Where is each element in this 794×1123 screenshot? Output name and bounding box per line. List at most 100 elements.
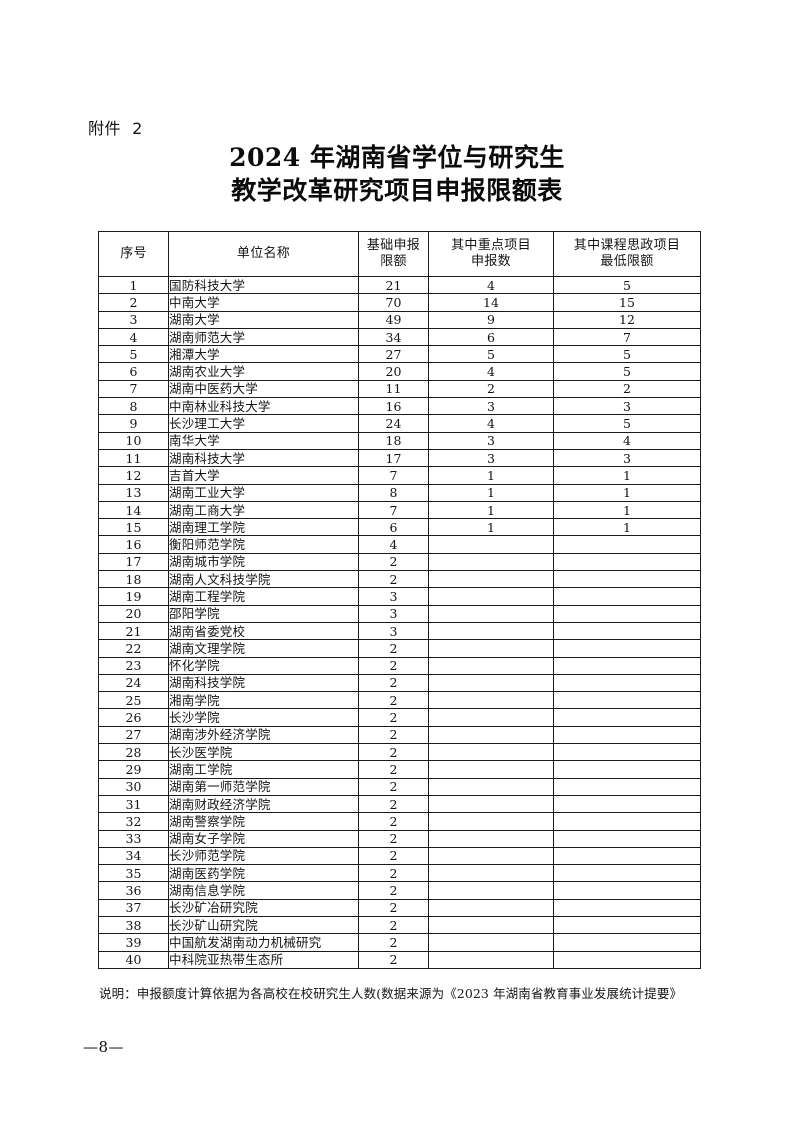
table-row: 3 湖南大学 49 9 12 (98, 310, 701, 329)
table-row: 10 南华大学 18 3 4 (98, 431, 701, 450)
cell-key-project (428, 881, 554, 900)
table-row: 8 中南林业科技大学 16 3 3 (98, 397, 701, 416)
cell-base-quota: 20 (358, 362, 429, 381)
cell-base-quota: 27 (358, 345, 429, 364)
cell-index: 4 (98, 327, 169, 347)
cell-ideology-project: 4 (553, 431, 701, 450)
cell-unit-name: 长沙师范学院 (168, 846, 359, 866)
cell-key-project (428, 760, 554, 779)
cell-key-project: 3 (428, 431, 554, 450)
table-row: 19 湖南工程学院 3 (98, 587, 701, 606)
cell-unit-name: 中科院亚热带生态所 (168, 950, 359, 969)
cell-ideology-project (553, 535, 701, 554)
cell-key-project: 1 (428, 518, 554, 537)
cell-index: 39 (98, 933, 169, 952)
cell-ideology-project (553, 639, 701, 658)
cell-ideology-project: 7 (553, 327, 701, 347)
cell-ideology-project (553, 864, 701, 883)
cell-unit-name: 衡阳师范学院 (168, 535, 359, 554)
cell-ideology-project: 2 (553, 379, 701, 399)
cell-index: 11 (98, 448, 169, 468)
cell-unit-name: 中南大学 (168, 293, 359, 312)
table-row: 37 长沙矿冶研究院 2 (98, 898, 701, 917)
cell-index: 24 (98, 673, 169, 693)
cell-unit-name: 湖南警察学院 (168, 812, 359, 831)
cell-ideology-project (553, 708, 701, 727)
cell-base-quota: 3 (358, 621, 429, 641)
column-header-ideology-project-line-1: 其中课程思政项目 (573, 238, 681, 253)
cell-index: 1 (98, 275, 169, 295)
page-title: 2024 年湖南省学位与研究生 教学改革研究项目申报限额表 (0, 141, 794, 207)
cell-base-quota: 4 (358, 535, 429, 554)
cell-index: 8 (98, 397, 169, 416)
cell-base-quota: 2 (358, 552, 429, 572)
cell-unit-name: 湖南女子学院 (168, 829, 359, 848)
cell-base-quota: 21 (358, 275, 429, 295)
cell-key-project (428, 846, 554, 866)
cell-base-quota: 70 (358, 293, 429, 312)
cell-key-project (428, 673, 554, 693)
cell-unit-name: 邵阳学院 (168, 604, 359, 623)
table-row: 7 湖南中医药大学 11 2 2 (98, 379, 701, 399)
cell-base-quota: 11 (358, 379, 429, 399)
cell-unit-name: 长沙理工大学 (168, 414, 359, 433)
table-row: 12 吉首大学 7 1 1 (98, 466, 701, 485)
cell-index: 26 (98, 708, 169, 727)
table-row: 35 湖南医药学院 2 (98, 864, 701, 883)
cell-key-project: 5 (428, 345, 554, 364)
cell-index: 21 (98, 621, 169, 641)
cell-ideology-project: 3 (553, 397, 701, 416)
table-row: 30 湖南第一师范学院 2 (98, 777, 701, 796)
cell-key-project (428, 743, 554, 762)
cell-unit-name: 南华大学 (168, 431, 359, 450)
table-row: 1 国防科技大学 21 4 5 (98, 275, 701, 295)
cell-index: 15 (98, 518, 169, 537)
cell-ideology-project: 3 (553, 448, 701, 468)
cell-base-quota: 2 (358, 846, 429, 866)
cell-index: 23 (98, 656, 169, 675)
cell-index: 6 (98, 362, 169, 381)
table-row: 16 衡阳师范学院 4 (98, 535, 701, 554)
table-header-row: 序号 单位名称 基础申报 限额 其中重点项目 申报数 其中课程思政项目 (98, 231, 701, 277)
cell-key-project: 1 (428, 500, 554, 520)
cell-base-quota: 3 (358, 604, 429, 623)
column-header-base-quota: 基础申报 限额 (358, 231, 429, 277)
table-row: 28 长沙医学院 2 (98, 743, 701, 762)
cell-base-quota: 2 (358, 570, 429, 589)
cell-index: 3 (98, 310, 169, 329)
cell-unit-name: 湖南科技学院 (168, 673, 359, 693)
cell-key-project (428, 570, 554, 589)
cell-index: 2 (98, 293, 169, 312)
cell-unit-name: 湖南大学 (168, 310, 359, 329)
table-row: 24 湖南科技学院 2 (98, 673, 701, 693)
cell-unit-name: 湖南省委党校 (168, 621, 359, 641)
cell-base-quota: 2 (358, 760, 429, 779)
cell-index: 13 (98, 483, 169, 502)
column-header-key-project: 其中重点项目 申报数 (428, 231, 554, 277)
cell-key-project (428, 604, 554, 623)
cell-key-project: 4 (428, 362, 554, 381)
cell-base-quota: 18 (358, 431, 429, 450)
column-header-key-project-line-1: 其中重点项目 (451, 238, 531, 253)
table-row: 21 湖南省委党校 3 (98, 621, 701, 641)
cell-index: 18 (98, 570, 169, 589)
cell-unit-name: 湖南医药学院 (168, 864, 359, 883)
table-row: 26 长沙学院 2 (98, 708, 701, 727)
cell-index: 36 (98, 881, 169, 900)
column-header-unit-name-label: 单位名称 (236, 246, 291, 261)
cell-index: 33 (98, 829, 169, 848)
cell-index: 9 (98, 414, 169, 433)
cell-base-quota: 2 (358, 673, 429, 693)
table-row: 13 湖南工业大学 8 1 1 (98, 483, 701, 502)
column-header-index: 序号 (98, 231, 169, 277)
cell-unit-name: 湖南城市学院 (168, 552, 359, 572)
table-row: 11 湖南科技大学 17 3 3 (98, 448, 701, 468)
cell-base-quota: 3 (358, 587, 429, 606)
cell-index: 40 (98, 950, 169, 969)
cell-key-project: 9 (428, 310, 554, 329)
table-row: 23 怀化学院 2 (98, 656, 701, 675)
table-row: 34 长沙师范学院 2 (98, 846, 701, 866)
table-row: 29 湖南工学院 2 (98, 760, 701, 779)
cell-index: 5 (98, 345, 169, 364)
cell-key-project: 2 (428, 379, 554, 399)
